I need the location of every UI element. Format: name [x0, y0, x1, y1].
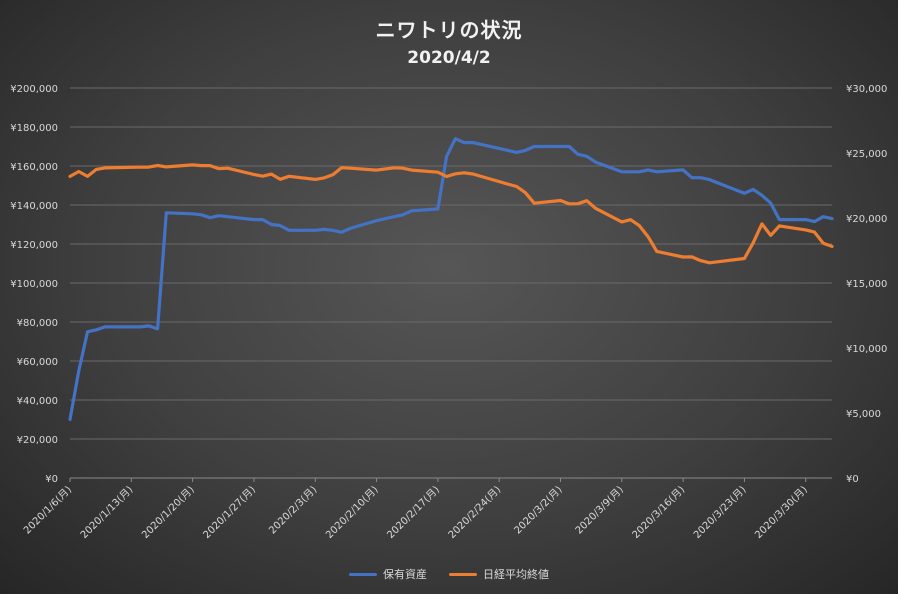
left-tick-label: ¥180,000 — [10, 123, 58, 134]
left-tick-label: ¥80,000 — [17, 318, 58, 329]
chart-title: ニワトリの状況 — [375, 18, 523, 42]
left-axis: ¥0 ¥20,000 ¥40,000 ¥60,000 ¥80,000 ¥100,000 ¥1… — [10, 84, 58, 485]
right-tick-label: ¥30,000 — [846, 84, 887, 95]
chart-subtitle: 2020/4/2 — [407, 48, 491, 68]
left-tick-label: ¥120,000 — [10, 240, 58, 251]
right-tick-label: ¥10,000 — [846, 344, 887, 355]
right-tick-label: ¥5,000 — [846, 409, 881, 420]
x-tick-label: 2020/1/6(月) — [21, 484, 74, 537]
x-tick-label: 2020/3/23(月) — [691, 484, 748, 541]
x-tick-label: 2020/3/2(月) — [512, 484, 565, 537]
x-tick-label: 2020/3/30(月) — [753, 484, 810, 541]
left-tick-label: ¥60,000 — [17, 357, 58, 368]
x-tick-label: 2020/1/20(月) — [139, 484, 196, 541]
series-layer — [68, 137, 834, 422]
series-line-1 — [68, 163, 834, 265]
left-tick-label: ¥160,000 — [10, 162, 58, 173]
left-tick-label: ¥140,000 — [10, 201, 58, 212]
x-axis: 2020/1/6(月) 2020/1/13(月) 2020/1/20(月) 2020/… — [21, 477, 832, 541]
right-tick-label: ¥25,000 — [846, 149, 887, 160]
left-tick-label: ¥20,000 — [17, 435, 58, 446]
left-tick-label: ¥200,000 — [10, 84, 58, 95]
x-tick-label: 2020/3/9(月) — [573, 484, 626, 537]
x-tick-label: 2020/1/13(月) — [78, 484, 135, 541]
legend-item-assets[interactable]: 保有資産 — [349, 566, 427, 582]
right-tick-label: ¥0 — [846, 474, 859, 485]
x-tick-label: 2020/3/16(月) — [630, 484, 687, 541]
legend-item-nikkei[interactable]: 日経平均終値 — [449, 566, 549, 582]
x-tick-label: 2020/1/27(月) — [201, 484, 258, 541]
left-tick-label: ¥100,000 — [10, 279, 58, 290]
x-tick-label: 2020/2/17(月) — [385, 484, 442, 541]
series-line-0 — [68, 137, 834, 422]
left-tick-label: ¥40,000 — [17, 396, 58, 407]
x-tick-label: 2020/2/3(月) — [267, 484, 320, 537]
right-axis: ¥0 ¥5,000 ¥10,000 ¥15,000 ¥20,000 ¥25,000 ¥30,… — [846, 84, 887, 485]
right-tick-label: ¥20,000 — [846, 214, 887, 225]
legend-label-nikkei: 日経平均終値 — [483, 568, 549, 581]
legend-swatch-assets — [349, 572, 377, 576]
right-tick-label: ¥15,000 — [846, 279, 887, 290]
left-tick-label: ¥0 — [45, 474, 58, 485]
legend: 保有資産 日経平均終値 — [0, 566, 898, 582]
x-tick-label: 2020/2/10(月) — [323, 484, 380, 541]
legend-label-assets: 保有資産 — [383, 568, 427, 581]
legend-swatch-nikkei — [449, 572, 477, 576]
x-tick-label: 2020/2/24(月) — [446, 484, 503, 541]
